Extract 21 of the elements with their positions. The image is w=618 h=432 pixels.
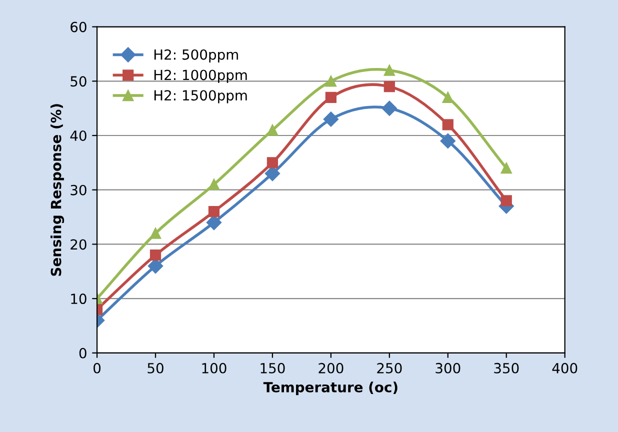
y-tick-label: 40: [70, 130, 86, 141]
x-tick-label: 300: [436, 362, 460, 374]
x-axis-title: Temperature (oc): [263, 382, 398, 396]
y-tick-label: 60: [70, 22, 86, 32]
x-tick-label: 100: [202, 362, 226, 374]
y-tick-label: 20: [70, 239, 86, 250]
y-tick-label: 0: [79, 348, 86, 358]
legend-label: H2: 1500ppm: [154, 90, 247, 104]
x-tick-label: 350: [494, 362, 519, 374]
y-tick-label: 50: [70, 76, 86, 87]
x-tick-label: 0: [94, 362, 101, 374]
x-tick-label: 50: [148, 362, 164, 374]
x-tick-label: 250: [377, 362, 402, 374]
y-tick-label: 30: [70, 184, 86, 196]
legend-label: H2: 1000ppm: [154, 70, 247, 83]
y-tick-label: 10: [71, 294, 86, 304]
x-tick-label: 200: [318, 362, 344, 374]
x-tick-label: 400: [552, 362, 578, 374]
x-tick-label: 150: [260, 362, 285, 374]
legend-label: H2: 500ppm: [154, 49, 238, 63]
y-axis-title: Sensing Response (%): [50, 104, 64, 276]
